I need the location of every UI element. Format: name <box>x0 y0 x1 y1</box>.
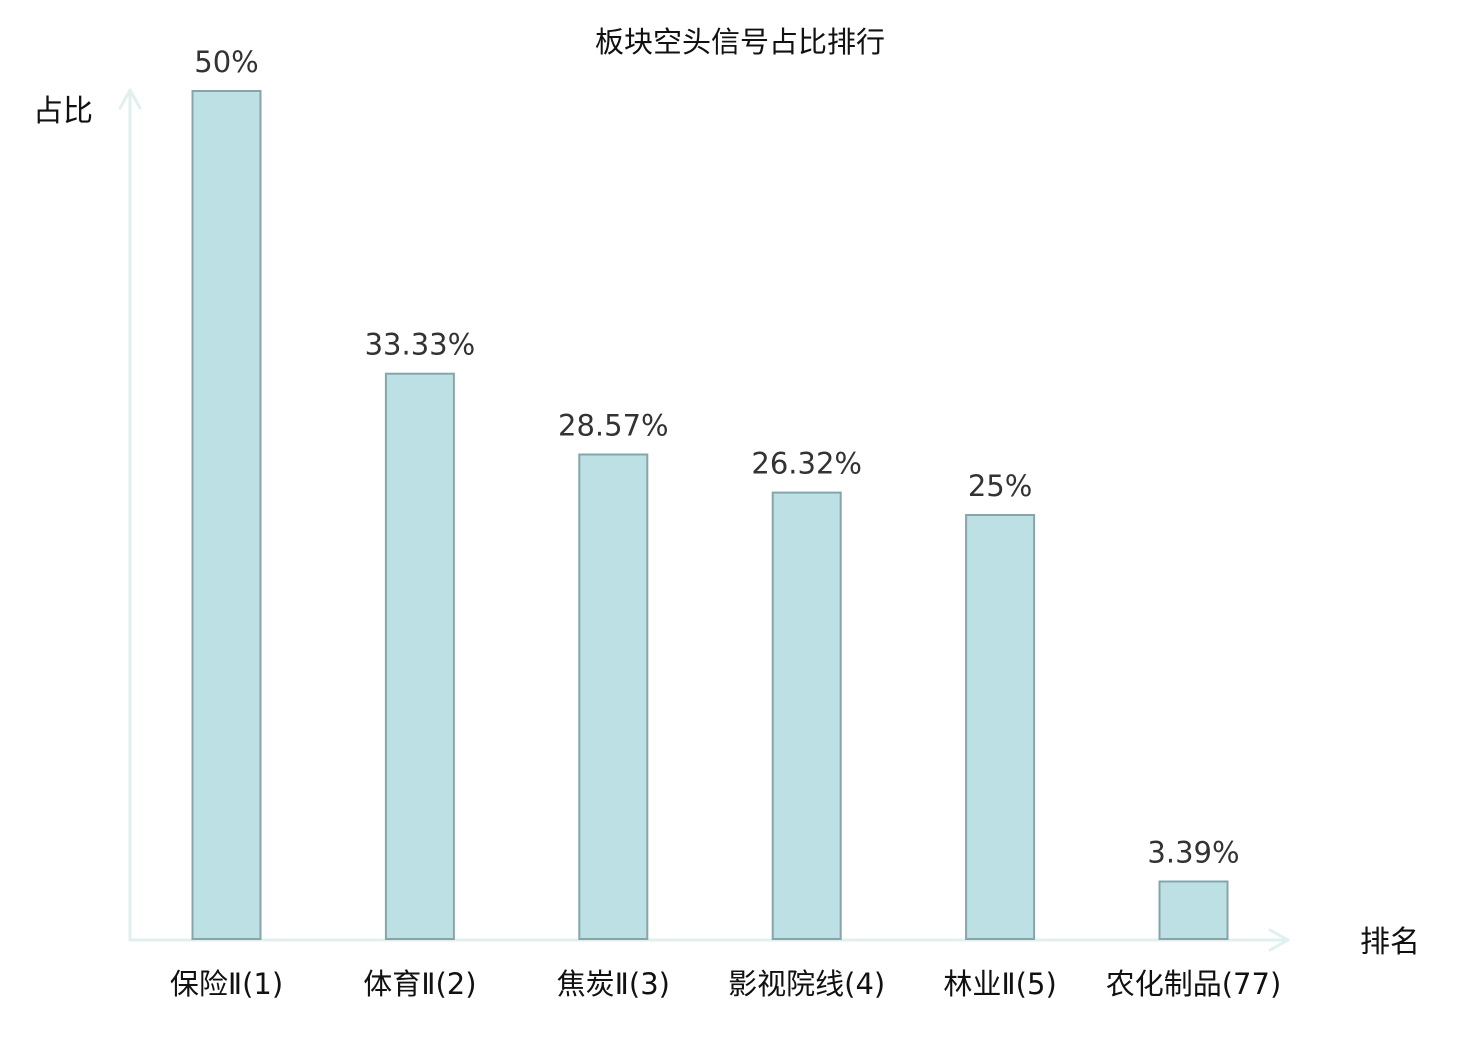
y-axis-label: 占比 <box>33 94 93 129</box>
category-tick-label: 体育Ⅱ(2) <box>363 967 476 1001</box>
bar <box>191 90 262 940</box>
bar <box>578 453 649 940</box>
bar-value-label: 25% <box>968 469 1032 503</box>
x-axis-label: 排名 <box>1360 925 1420 960</box>
category-tick-label: 林业Ⅱ(5) <box>943 967 1056 1001</box>
category-tick-label: 农化制品(77) <box>1106 967 1282 1001</box>
bar-value-label: 50% <box>194 45 258 79</box>
bar <box>771 491 842 940</box>
category-tick-label: 影视院线(4) <box>728 967 885 1001</box>
category-tick-label: 焦炭Ⅱ(3) <box>557 967 670 1001</box>
axes <box>118 88 1290 952</box>
category-tick-label: 保险Ⅱ(1) <box>170 967 283 1001</box>
bar <box>965 514 1036 940</box>
bar-value-label: 33.33% <box>365 328 476 362</box>
bar-value-label: 26.32% <box>751 447 862 481</box>
value-labels-group: 50% 33.33% 28.57% 26.32% 25% 3.39% <box>194 45 1239 870</box>
bar-value-label: 3.39% <box>1147 836 1239 870</box>
category-labels-group: 保险Ⅱ(1) 体育Ⅱ(2) 焦炭Ⅱ(3) 影视院线(4) 林业Ⅱ(5) 农化制品(77) <box>170 967 1281 1001</box>
bars-group <box>191 90 1229 940</box>
y-axis-arrow-icon <box>118 88 142 110</box>
chart-title: 板块空头信号占比排行 <box>595 25 885 59</box>
bar <box>384 372 455 940</box>
bar-value-label: 28.57% <box>558 409 669 443</box>
x-axis-arrow-icon <box>1268 928 1290 952</box>
bar <box>1158 880 1229 940</box>
